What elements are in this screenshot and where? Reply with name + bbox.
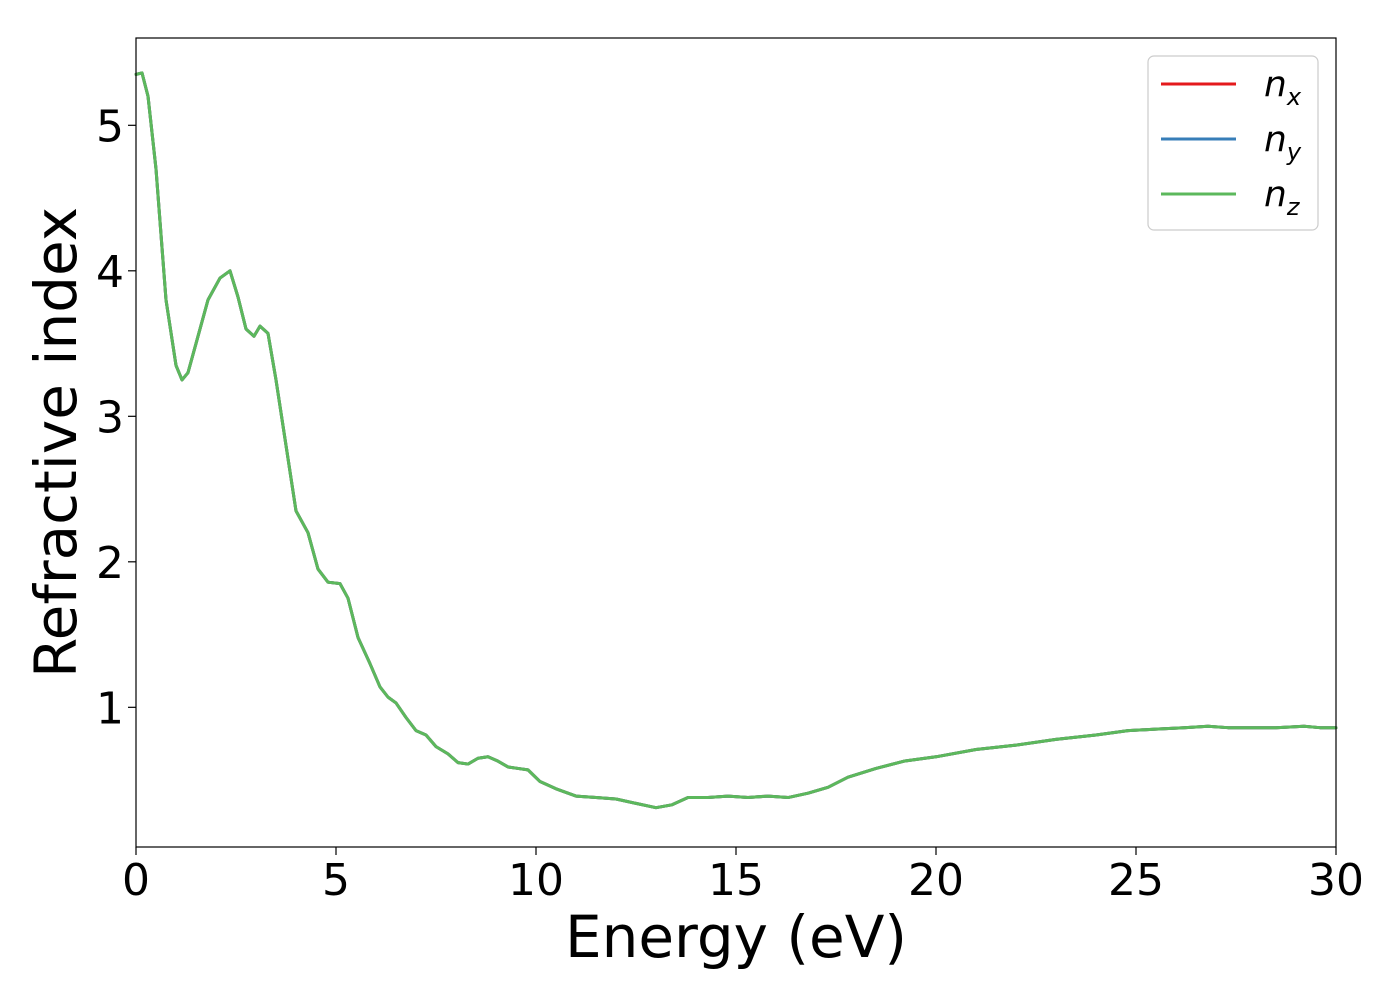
legend-label-y: ny [1264, 119, 1302, 166]
x-tick-label: 25 [1108, 855, 1164, 906]
legend-label-symbol: n [1264, 174, 1287, 215]
y-tick-label: 3 [96, 392, 124, 443]
legend-label-x: nx [1264, 64, 1302, 111]
y-tick-label: 1 [96, 683, 124, 734]
x-tick-label: 5 [322, 855, 350, 906]
y-tick-label: 5 [96, 101, 124, 152]
legend-label-subscript: y [1286, 138, 1302, 166]
y-axis-ticks: 1 2 3 4 5 [96, 101, 136, 734]
y-tick-label: 2 [96, 538, 124, 589]
legend-label-subscript: x [1286, 83, 1302, 111]
series-layer [134, 71, 1338, 810]
x-axis-title: Energy (eV) [565, 903, 907, 971]
legend-label-symbol: n [1264, 64, 1287, 105]
x-tick-label: 30 [1308, 855, 1364, 906]
y-axis-title: Refractive index [22, 207, 90, 678]
legend-label-subscript: z [1286, 193, 1301, 221]
legend-label-symbol: n [1264, 119, 1287, 160]
x-axis-ticks: 0 5 10 15 20 25 30 [122, 847, 1364, 906]
x-tick-label: 10 [508, 855, 564, 906]
x-tick-label: 15 [708, 855, 764, 906]
x-tick-label: 20 [908, 855, 964, 906]
x-tick-label: 0 [122, 855, 150, 906]
series-line-z [134, 71, 1338, 810]
legend-box [1147, 55, 1319, 231]
legend-label-z: nz [1264, 174, 1301, 221]
y-tick-label: 4 [96, 247, 124, 298]
